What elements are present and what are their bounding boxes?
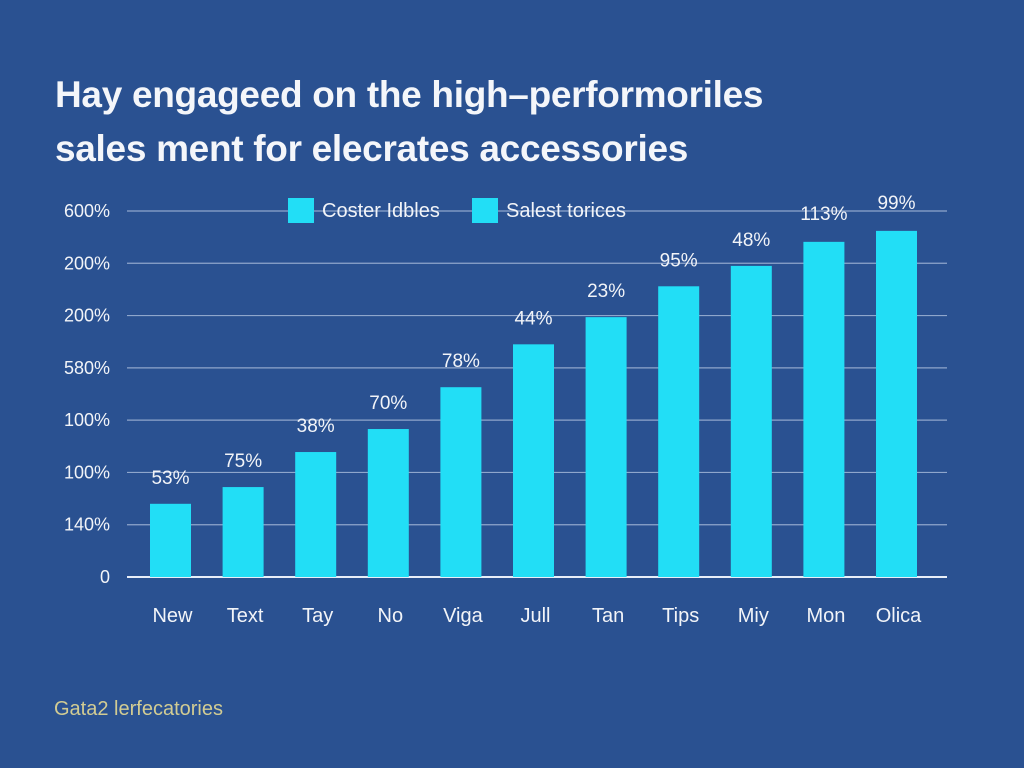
x-tick-label: Text xyxy=(227,605,264,627)
x-tick-label: Viga xyxy=(443,605,484,627)
y-tick-label: 200% xyxy=(64,253,110,273)
bar-no xyxy=(367,429,409,577)
y-tick-label: 600% xyxy=(64,201,110,221)
legend-label: Coster Idbles xyxy=(322,200,440,222)
y-tick-label: 140% xyxy=(64,515,110,535)
x-tick-label: New xyxy=(152,605,193,627)
x-tick-label: Miy xyxy=(738,605,769,627)
bar-new xyxy=(150,503,191,577)
data-label: 78% xyxy=(442,351,480,372)
title-line-2: sales ment for elecrates accessories xyxy=(55,128,688,169)
y-tick-label: 0 xyxy=(100,567,110,587)
legend-label: Salest torices xyxy=(506,200,626,222)
bar-tips xyxy=(658,286,700,577)
x-tick-label: Mon xyxy=(806,605,845,627)
y-tick-label: 580% xyxy=(64,358,110,378)
bar-miy xyxy=(730,265,772,577)
data-label: 113% xyxy=(800,204,847,225)
x-tick-label: No xyxy=(378,605,404,627)
bar-tay xyxy=(295,452,337,577)
y-tick-label: 200% xyxy=(64,306,110,326)
data-label: 75% xyxy=(224,451,262,472)
legend-swatch xyxy=(472,198,498,223)
x-tick-label: Tips xyxy=(662,605,699,627)
data-label: 53% xyxy=(151,468,189,489)
bar-tan xyxy=(585,317,627,577)
x-tick-label: Jull xyxy=(520,605,550,627)
footer-source: Gata2 lerfecatories xyxy=(54,698,223,720)
bar-jull xyxy=(513,344,554,577)
bar-olica xyxy=(876,230,917,577)
data-label: 95% xyxy=(660,250,698,271)
legend-swatch xyxy=(288,198,314,223)
chart-title: Hay engageed on the high–performoriles s… xyxy=(55,68,763,176)
y-tick-label: 100% xyxy=(64,462,110,482)
data-label: 23% xyxy=(587,281,625,302)
x-tick-label: Olica xyxy=(876,605,922,627)
data-label: 38% xyxy=(297,416,335,437)
bar-viga xyxy=(440,387,482,577)
bar-text xyxy=(222,487,264,577)
title-line-1: Hay engageed on the high–performoriles xyxy=(55,74,764,115)
y-tick-label: 100% xyxy=(64,410,110,430)
bar-mon xyxy=(803,241,845,577)
data-label: 70% xyxy=(369,393,407,414)
data-label: 99% xyxy=(877,193,915,214)
x-tick-label: Tay xyxy=(302,605,333,627)
data-label: 44% xyxy=(514,308,552,329)
x-tick-label: Tan xyxy=(592,605,624,627)
data-label: 48% xyxy=(732,230,770,251)
